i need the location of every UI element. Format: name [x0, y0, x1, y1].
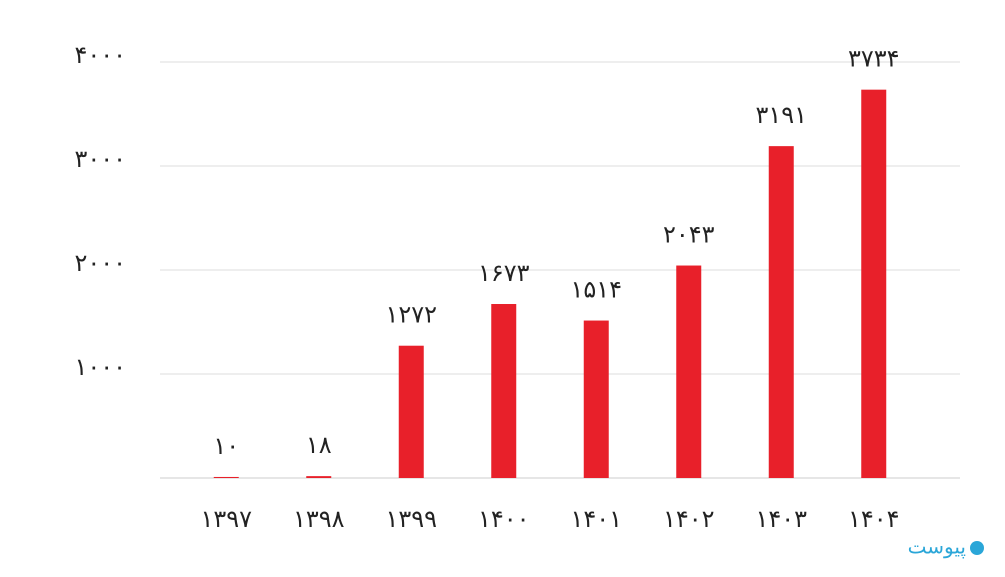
y-tick-label: ۳۰۰۰ — [74, 145, 126, 173]
logo-icon — [970, 541, 984, 555]
value-label: ۲۰۴۳ — [663, 221, 715, 249]
value-label: ۱۰ — [213, 432, 239, 460]
y-tick-label: ۴۰۰۰ — [74, 41, 126, 69]
value-label: ۱۶۷۳ — [478, 259, 530, 287]
bar — [398, 345, 424, 478]
x-tick-label: ۱۳۹۹ — [385, 505, 437, 533]
x-tick-label: ۱۴۰۲ — [663, 505, 715, 533]
bar — [306, 476, 332, 478]
x-tick-label: ۱۳۹۷ — [200, 505, 252, 533]
value-label: ۱۲۷۲ — [385, 301, 437, 329]
bar — [583, 320, 609, 478]
value-label: ۱۸ — [306, 431, 332, 459]
y-tick-label: ۲۰۰۰ — [74, 249, 126, 277]
bar — [213, 476, 239, 478]
bar — [768, 146, 794, 479]
x-tick-label: ۱۴۰۱ — [570, 505, 622, 533]
x-tick-label: ۱۳۹۸ — [293, 505, 345, 533]
value-label: ۳۱۹۱ — [755, 101, 807, 129]
bar — [676, 265, 702, 478]
value-label: ۱۵۱۴ — [570, 276, 622, 304]
x-tick-label: ۱۴۰۰ — [478, 505, 530, 533]
bar — [491, 304, 517, 478]
x-tick-label: ۱۴۰۴ — [848, 505, 900, 533]
y-tick-label: ۱۰۰۰ — [74, 353, 126, 381]
value-label: ۳۷۳۴ — [848, 45, 900, 73]
bar — [861, 89, 887, 478]
x-tick-label: ۱۴۰۳ — [755, 505, 807, 533]
watermark: پیوست — [908, 535, 966, 560]
